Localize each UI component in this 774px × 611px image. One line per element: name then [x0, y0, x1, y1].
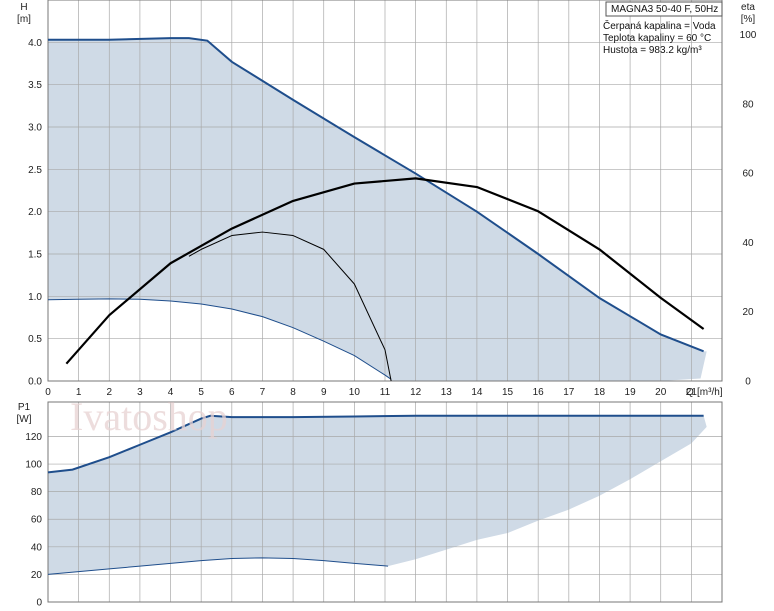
head-frame	[47, 0, 723, 382]
head-min-curve	[47, 298, 392, 380]
x-tick-label: 3	[137, 387, 143, 398]
x-tick-label: 15	[502, 387, 514, 398]
head-y-tick-label: 0.0	[28, 377, 42, 388]
head-y-tick-label: 3.0	[28, 123, 42, 134]
head-y-tick-label: 2.0	[28, 207, 42, 218]
watermark-text: Ivatoshop	[70, 394, 228, 439]
power-y-tick-label: 120	[25, 432, 42, 443]
power-y-tick-label: 100	[25, 460, 42, 471]
power-axis-title: P1	[18, 402, 31, 413]
power-max-curve	[47, 414, 704, 474]
x-tick-label: 4	[168, 387, 174, 398]
eta-tick-label: 40	[742, 238, 754, 249]
x-tick-label: 16	[533, 387, 545, 398]
power-frame	[47, 401, 723, 603]
x-tick-label: 14	[471, 387, 483, 398]
x-tick-label: 9	[321, 387, 327, 398]
power-min-curve	[47, 557, 389, 575]
head-y-tick-label: 3.5	[28, 80, 42, 91]
x-tick-label: 13	[441, 387, 453, 398]
x-tick-label: 6	[229, 387, 235, 398]
power-y-tick-label: 60	[31, 515, 43, 526]
eta-tick-label: 80	[742, 99, 754, 110]
x-tick-label: 5	[198, 387, 204, 398]
head-axis-title: H	[20, 2, 27, 13]
x-tick-label: 0	[45, 387, 51, 398]
eta-axis-title: eta	[741, 2, 755, 13]
info-line-1: Čerpaná kapalina = Voda	[603, 19, 716, 32]
x-tick-label: 18	[594, 387, 606, 398]
power-y-tick-label: 40	[31, 542, 43, 553]
x-tick-label: 17	[563, 387, 575, 398]
x-tick-label: 12	[410, 387, 422, 398]
model-label: MAGNA3 50-40 F, 50Hz	[611, 4, 718, 15]
eta-min-curve	[188, 231, 392, 382]
info-line-2: Teplota kapaliny = 60 °C	[603, 33, 711, 44]
x-tick-label: 19	[625, 387, 637, 398]
x-tick-label: 20	[655, 387, 667, 398]
eta-tick-label: 100	[740, 30, 757, 41]
x-tick-label: 2	[106, 387, 112, 398]
head-y-tick-label: 1.0	[28, 292, 42, 303]
x-tick-label: 8	[290, 387, 296, 398]
x-tick-label: 1	[76, 387, 82, 398]
head-y-tick-label: 2.5	[28, 165, 42, 176]
head-envelope-area	[48, 38, 707, 381]
eta-tick-label: 20	[742, 307, 754, 318]
power-panel: 0 20 40 60 80 100 120 P1[W]	[17, 401, 723, 609]
flow-axis-title: Q	[686, 387, 694, 398]
eta-max-curve	[65, 177, 705, 365]
power-y-tick-label: 20	[31, 570, 43, 581]
head-max-curve	[48, 37, 704, 353]
power-axis-unit: [W]	[17, 414, 32, 425]
head-y-tick-label: 1.5	[28, 250, 42, 261]
x-tick-label: 21	[686, 387, 698, 398]
model-label-frame	[605, 1, 723, 17]
head-y-tick-label: 0.5	[28, 334, 42, 345]
x-tick-label: 10	[349, 387, 361, 398]
power-y-tick-label: 0	[36, 598, 42, 609]
flow-axis-unit: [m³/h]	[697, 387, 723, 398]
head-panel: 0.0 0.5 1.0 1.5 2.0 2.5 3.0 3.5 4.0 0 20 40 60 80 100 0…	[17, 0, 757, 398]
eta-axis-unit: [%]	[741, 14, 756, 25]
x-tick-label: 7	[260, 387, 266, 398]
x-tick-label: 11	[380, 387, 391, 398]
info-line-3: Hustota = 983.2 kg/m³	[603, 45, 702, 56]
head-y-tick-label: 4.0	[28, 38, 42, 49]
head-axis-unit: [m]	[17, 14, 31, 25]
power-envelope-area	[48, 415, 707, 575]
power-y-tick-label: 80	[31, 487, 43, 498]
eta-tick-label: 0	[745, 377, 751, 388]
eta-tick-label: 60	[742, 169, 754, 180]
info-box: MAGNA3 50-40 F, 50Hz Čerpaná kapalina = …	[603, 1, 723, 56]
